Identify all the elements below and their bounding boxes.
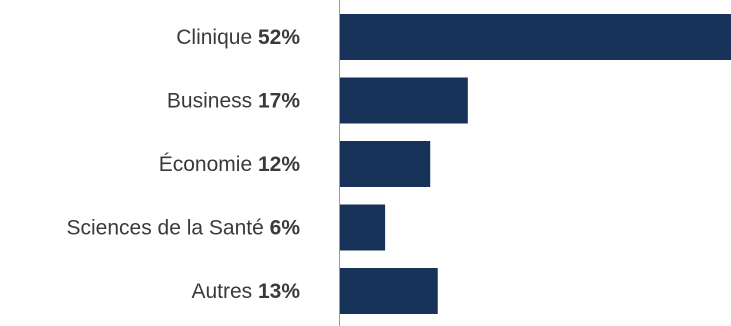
category-name-0: Clinique [176, 26, 258, 49]
bar-2 [340, 141, 431, 187]
bar-4 [340, 268, 438, 314]
value-label-2: 12% [258, 153, 300, 176]
category-label-3: Sciences de la Santé 6% [67, 217, 301, 240]
category-label-0: Clinique 52% [176, 26, 300, 49]
value-label-0: 52% [258, 26, 300, 49]
value-label-1: 17% [258, 90, 300, 113]
category-labels-group: Clinique 52% Business 17% Économie 12% Scie… [67, 26, 301, 303]
category-name-1: Business [167, 90, 258, 113]
category-label-4: Autres 13% [191, 280, 300, 303]
value-label-3: 6% [270, 217, 301, 240]
bar-3 [340, 204, 386, 251]
category-label-1: Business 17% [167, 90, 300, 113]
category-name-2: Économie [159, 153, 258, 176]
value-label-4: 13% [258, 280, 300, 303]
bar-0 [340, 14, 731, 60]
category-name-3: Sciences de la Santé [67, 217, 270, 240]
category-label-2: Économie 12% [159, 153, 301, 176]
bars-group [340, 14, 731, 314]
bar-1 [340, 77, 468, 124]
category-name-4: Autres [191, 280, 258, 303]
